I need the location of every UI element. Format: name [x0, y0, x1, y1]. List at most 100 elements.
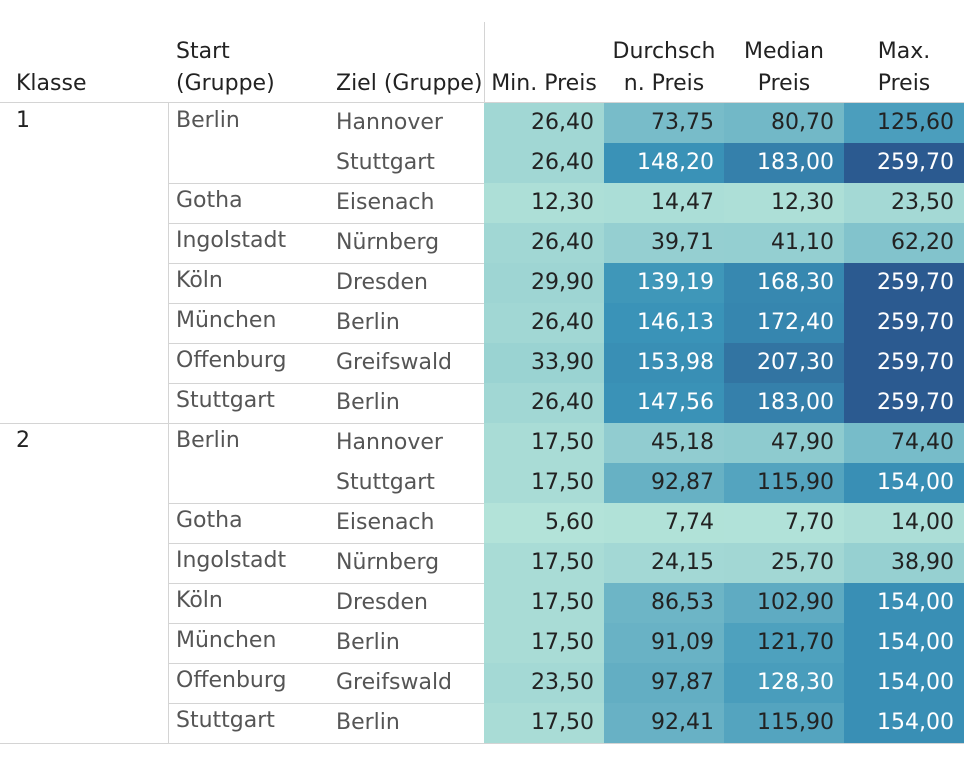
- header-max-line1: Max.: [877, 39, 931, 64]
- cell-min-preis: 17,50: [484, 463, 604, 503]
- row-start-label: München: [176, 628, 277, 653]
- row-klasse-label: 2: [16, 428, 30, 453]
- header-max-line2: Preis: [877, 71, 931, 96]
- row-ziel-label: Berlin: [336, 710, 400, 735]
- cell-median-preis: 12,30: [724, 183, 844, 223]
- row-start-label: Berlin: [176, 428, 240, 453]
- header-klasse: Klasse: [16, 71, 87, 96]
- row-start-label: Gotha: [176, 188, 243, 213]
- cell-avg-preis: 86,53: [604, 583, 724, 623]
- row-start-label: München: [176, 308, 277, 333]
- header-avg-line1: Durchsch: [612, 39, 716, 64]
- cell-median-preis: 41,10: [724, 223, 844, 263]
- cell-avg-preis: 148,20: [604, 143, 724, 183]
- cell-max-preis: 62,20: [844, 223, 964, 263]
- cell-max-preis: 38,90: [844, 543, 964, 583]
- row-start-label: Berlin: [176, 108, 240, 133]
- cell-min-preis: 17,50: [484, 583, 604, 623]
- cell-avg-preis: 73,75: [604, 103, 724, 143]
- row-start-label: Offenburg: [176, 348, 287, 373]
- cell-median-preis: 183,00: [724, 383, 844, 423]
- row-ziel-label: Hannover: [336, 110, 443, 135]
- cell-median-preis: 115,90: [724, 463, 844, 503]
- cell-median-preis: 121,70: [724, 623, 844, 663]
- row-start-label: Stuttgart: [176, 708, 275, 733]
- cell-min-preis: 26,40: [484, 223, 604, 263]
- cell-min-preis: 26,40: [484, 383, 604, 423]
- header-bottom-rule: [0, 102, 964, 103]
- cell-max-preis: 74,40: [844, 423, 964, 463]
- row-start-label: Stuttgart: [176, 388, 275, 413]
- cell-avg-preis: 45,18: [604, 423, 724, 463]
- header-ziel: Ziel (Gruppe): [336, 71, 483, 96]
- cell-avg-preis: 39,71: [604, 223, 724, 263]
- row-ziel-label: Stuttgart: [336, 150, 435, 175]
- cell-max-preis: 154,00: [844, 583, 964, 623]
- header-median-line2: Preis: [757, 71, 811, 96]
- row-ziel-label: Berlin: [336, 310, 400, 335]
- cell-avg-preis: 97,87: [604, 663, 724, 703]
- cell-avg-preis: 139,19: [604, 263, 724, 303]
- group-divider: [168, 223, 484, 224]
- cell-max-preis: 23,50: [844, 183, 964, 223]
- group-divider: [168, 383, 484, 384]
- klasse-divider: [0, 423, 484, 424]
- row-ziel-label: Greifswald: [336, 350, 453, 375]
- cell-median-preis: 207,30: [724, 343, 844, 383]
- cell-min-preis: 23,50: [484, 663, 604, 703]
- cell-min-preis: 5,60: [484, 503, 604, 543]
- row-start-label: Ingolstadt: [176, 548, 287, 573]
- cell-avg-preis: 91,09: [604, 623, 724, 663]
- row-ziel-label: Stuttgart: [336, 470, 435, 495]
- group-divider: [168, 503, 484, 504]
- header-start-line1: Start: [176, 39, 230, 64]
- cell-median-preis: 7,70: [724, 503, 844, 543]
- klasse-column-divider: [168, 103, 169, 743]
- cell-avg-preis: 24,15: [604, 543, 724, 583]
- group-divider: [168, 623, 484, 624]
- cell-max-preis: 259,70: [844, 343, 964, 383]
- table-bottom-rule: [0, 743, 964, 744]
- cell-min-preis: 17,50: [484, 543, 604, 583]
- cell-avg-preis: 92,87: [604, 463, 724, 503]
- group-divider: [168, 183, 484, 184]
- cell-min-preis: 26,40: [484, 103, 604, 143]
- group-divider: [168, 543, 484, 544]
- cell-avg-preis: 7,74: [604, 503, 724, 543]
- cell-median-preis: 115,90: [724, 703, 844, 743]
- row-ziel-label: Eisenach: [336, 190, 435, 215]
- group-divider: [168, 263, 484, 264]
- row-ziel-label: Dresden: [336, 590, 428, 615]
- row-start-label: Offenburg: [176, 668, 287, 693]
- cell-avg-preis: 153,98: [604, 343, 724, 383]
- header-median-line1: Median: [743, 39, 825, 64]
- cell-min-preis: 17,50: [484, 423, 604, 463]
- row-ziel-label: Hannover: [336, 430, 443, 455]
- cell-median-preis: 168,30: [724, 263, 844, 303]
- row-start-label: Köln: [176, 268, 223, 293]
- row-ziel-label: Nürnberg: [336, 550, 440, 575]
- cell-max-preis: 259,70: [844, 303, 964, 343]
- cell-min-preis: 12,30: [484, 183, 604, 223]
- cell-avg-preis: 147,56: [604, 383, 724, 423]
- group-divider: [168, 703, 484, 704]
- row-ziel-label: Berlin: [336, 630, 400, 655]
- row-ziel-label: Nürnberg: [336, 230, 440, 255]
- cell-min-preis: 33,90: [484, 343, 604, 383]
- cell-avg-preis: 92,41: [604, 703, 724, 743]
- cell-max-preis: 259,70: [844, 143, 964, 183]
- row-start-label: Gotha: [176, 508, 243, 533]
- group-divider: [168, 303, 484, 304]
- cell-median-preis: 80,70: [724, 103, 844, 143]
- cell-max-preis: 154,00: [844, 703, 964, 743]
- row-ziel-label: Dresden: [336, 270, 428, 295]
- group-divider: [168, 663, 484, 664]
- cell-min-preis: 26,40: [484, 303, 604, 343]
- cell-median-preis: 25,70: [724, 543, 844, 583]
- cell-median-preis: 172,40: [724, 303, 844, 343]
- cell-median-preis: 128,30: [724, 663, 844, 703]
- row-ziel-label: Berlin: [336, 390, 400, 415]
- cell-median-preis: 183,00: [724, 143, 844, 183]
- cell-min-preis: 26,40: [484, 143, 604, 183]
